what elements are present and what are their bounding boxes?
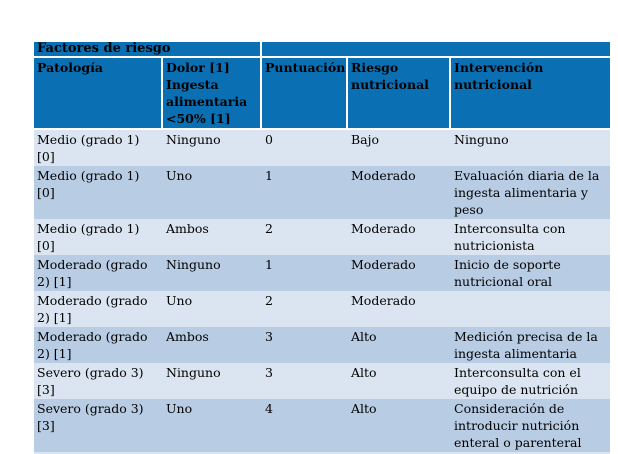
cell-patologia: Moderado (grado 2) [1] <box>34 291 163 327</box>
cell-riesgo: Moderado <box>348 255 451 291</box>
risk-factors-table: Factores de riesgo Patología Dolor [1] I… <box>34 42 610 454</box>
cell-puntuacion: 4 <box>262 399 348 452</box>
cell-dolor: Uno <box>163 291 262 327</box>
table-row: Severo (grado 3) [3] Ninguno 3 Alto Inte… <box>34 363 610 399</box>
cell-puntuacion: 2 <box>262 291 348 327</box>
cell-intervencion: Medición precisa de la ingesta alimentar… <box>451 327 610 363</box>
table-row: Severo (grado 3) [3] Uno 4 Alto Consider… <box>34 399 610 452</box>
table-row: Medio (grado 1) [0] Ambos 2 Moderado Int… <box>34 219 610 255</box>
cell-puntuacion: 3 <box>262 327 348 363</box>
cell-puntuacion: 2 <box>262 219 348 255</box>
cell-dolor: Uno <box>163 166 262 219</box>
cell-intervencion: Interconsulta con el equipo de nutrición <box>451 363 610 399</box>
cell-puntuacion: 0 <box>262 130 348 166</box>
cell-dolor: Ninguno <box>163 130 262 166</box>
cell-dolor: Ambos <box>163 452 262 454</box>
cell-riesgo: Alto <box>348 399 451 452</box>
cell-dolor: Ninguno <box>163 363 262 399</box>
cell-intervencion: Ninguno <box>451 130 610 166</box>
cell-patologia: Medio (grado 1) [0] <box>34 130 163 166</box>
cell-intervencion: Consideración de introducir nutrición en… <box>451 399 610 452</box>
cell-intervencion <box>451 452 610 454</box>
cell-patologia: Moderado (grado 2) [1] <box>34 255 163 291</box>
cell-patologia: Medio (grado 1) [0] <box>34 219 163 255</box>
cell-puntuacion: 5 <box>262 452 348 454</box>
table-row: Severo (grado 3) [3] Ambos 5 Alto <box>34 452 610 454</box>
cell-intervencion: Inicio de soporte nutricional oral <box>451 255 610 291</box>
cell-riesgo: Bajo <box>348 130 451 166</box>
cell-riesgo: Moderado <box>348 219 451 255</box>
column-header-row: Patología Dolor [1] Ingesta alimentaria … <box>34 58 610 130</box>
cell-riesgo: Alto <box>348 327 451 363</box>
table-title-cell: Factores de riesgo <box>34 42 262 58</box>
cell-puntuacion: 1 <box>262 166 348 219</box>
cell-riesgo: Alto <box>348 452 451 454</box>
column-header-dolor-ingesta: Dolor [1] Ingesta alimentaria <50% [1] <box>163 58 262 130</box>
table-row: Moderado (grado 2) [1] Uno 2 Moderado <box>34 291 610 327</box>
cell-dolor: Ambos <box>163 327 262 363</box>
cell-riesgo: Alto <box>348 363 451 399</box>
column-header-patologia: Patología <box>34 58 163 130</box>
table-title-row: Factores de riesgo <box>34 42 610 58</box>
cell-riesgo: Moderado <box>348 166 451 219</box>
cell-patologia: Severo (grado 3) [3] <box>34 363 163 399</box>
cell-intervencion: Interconsulta con nutricionista <box>451 219 610 255</box>
cell-patologia: Severo (grado 3) [3] <box>34 399 163 452</box>
cell-intervencion <box>451 291 610 327</box>
cell-intervencion: Evaluación diaria de la ingesta alimenta… <box>451 166 610 219</box>
cell-patologia: Medio (grado 1) [0] <box>34 166 163 219</box>
cell-puntuacion: 3 <box>262 363 348 399</box>
cell-dolor: Ninguno <box>163 255 262 291</box>
table-row: Medio (grado 1) [0] Uno 1 Moderado Evalu… <box>34 166 610 219</box>
cell-puntuacion: 1 <box>262 255 348 291</box>
table-row: Moderado (grado 2) [1] Ninguno 1 Moderad… <box>34 255 610 291</box>
table-row: Medio (grado 1) [0] Ninguno 0 Bajo Ningu… <box>34 130 610 166</box>
cell-riesgo: Moderado <box>348 291 451 327</box>
cell-patologia: Moderado (grado 2) [1] <box>34 327 163 363</box>
column-header-riesgo-nutricional: Riesgo nutricional <box>348 58 451 130</box>
table-title-spacer-cell <box>262 42 610 58</box>
table-row: Moderado (grado 2) [1] Ambos 3 Alto Medi… <box>34 327 610 363</box>
cell-patologia: Severo (grado 3) [3] <box>34 452 163 454</box>
cell-dolor: Ambos <box>163 219 262 255</box>
column-header-puntuacion: Puntuación <box>262 58 348 130</box>
column-header-intervencion-nutricional: Intervención nutricional <box>451 58 610 130</box>
cell-dolor: Uno <box>163 399 262 452</box>
